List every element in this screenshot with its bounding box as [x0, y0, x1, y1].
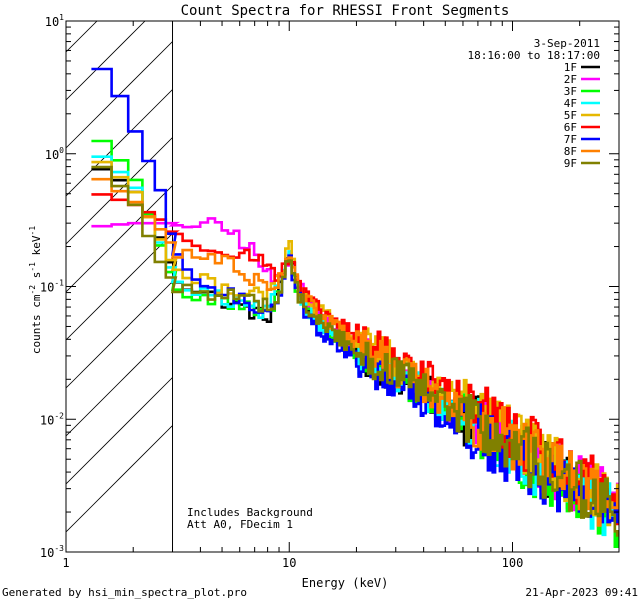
legend-label: 3F [564, 85, 577, 98]
hatch-line [66, 185, 173, 293]
hatch-line [66, 41, 173, 149]
axis-ticks [65, 20, 620, 553]
legend-label: 6F [564, 121, 577, 134]
legend-label: 9F [564, 157, 577, 170]
legend-label: 5F [564, 109, 577, 122]
x-tick-label: 10 [282, 556, 296, 570]
series-7F [91, 67, 619, 524]
x-tick-labels: 1 10 100 [62, 556, 523, 570]
hatched-excluded-region [66, 0, 174, 552]
legend-label: 7F [564, 133, 577, 146]
timestamp-label: 21-Apr-2023 09:41 [525, 586, 638, 599]
series-layer [91, 67, 619, 548]
chart-title: Count Spectra for RHESSI Front Segments [181, 3, 510, 19]
hatch-line [66, 233, 173, 341]
hatch-line [66, 0, 173, 4]
series-8F [91, 177, 619, 527]
hatch-line [66, 329, 173, 437]
hatch-line [66, 377, 173, 485]
date-label: 3-Sep-2011 [534, 37, 600, 50]
y-axis-title-main: counts cm [30, 294, 43, 354]
y-tick-label: 10-3 [40, 544, 64, 560]
hatch-line [66, 89, 173, 197]
legend-label: 1F [564, 61, 577, 74]
legend-label: 8F [564, 145, 577, 158]
x-axis-title: Energy (keV) [302, 576, 389, 590]
y-axis-title: counts cm-2 s-1 keV-1 [28, 226, 43, 354]
annotation-background: Includes Background [187, 506, 313, 519]
x-tick-label: 1 [62, 556, 69, 570]
y-tick-label: 100 [45, 146, 64, 162]
generated-by-label: Generated by hsi_min_spectra_plot.pro [2, 586, 247, 599]
y-axis-title-s: s [30, 272, 43, 279]
y-axis-exp-cm: -2 [28, 285, 37, 295]
time-range-label: 18:16:00 to 18:17:00 [468, 49, 600, 62]
legend-label: 4F [564, 97, 577, 110]
y-axis-exp-s: -1 [28, 262, 37, 272]
y-tick-label: 10-2 [40, 411, 64, 427]
y-axis-title-kev: keV [30, 235, 43, 255]
hatch-line [66, 425, 173, 533]
series-9F [91, 165, 619, 537]
legend-label: 2F [564, 73, 577, 86]
y-tick-label: 10-1 [40, 279, 64, 295]
hatch-line [66, 21, 146, 101]
x-tick-label: 100 [502, 556, 524, 570]
y-tick-labels: 10-3 10-2 10-1 100 101 [40, 13, 64, 560]
y-tick-label: 101 [45, 13, 64, 29]
annotation-attenuator: Att A0, FDecim 1 [187, 518, 293, 531]
hatch-line [66, 281, 173, 389]
y-axis-exp-kev: -1 [28, 226, 37, 236]
hatch-line [66, 21, 98, 53]
